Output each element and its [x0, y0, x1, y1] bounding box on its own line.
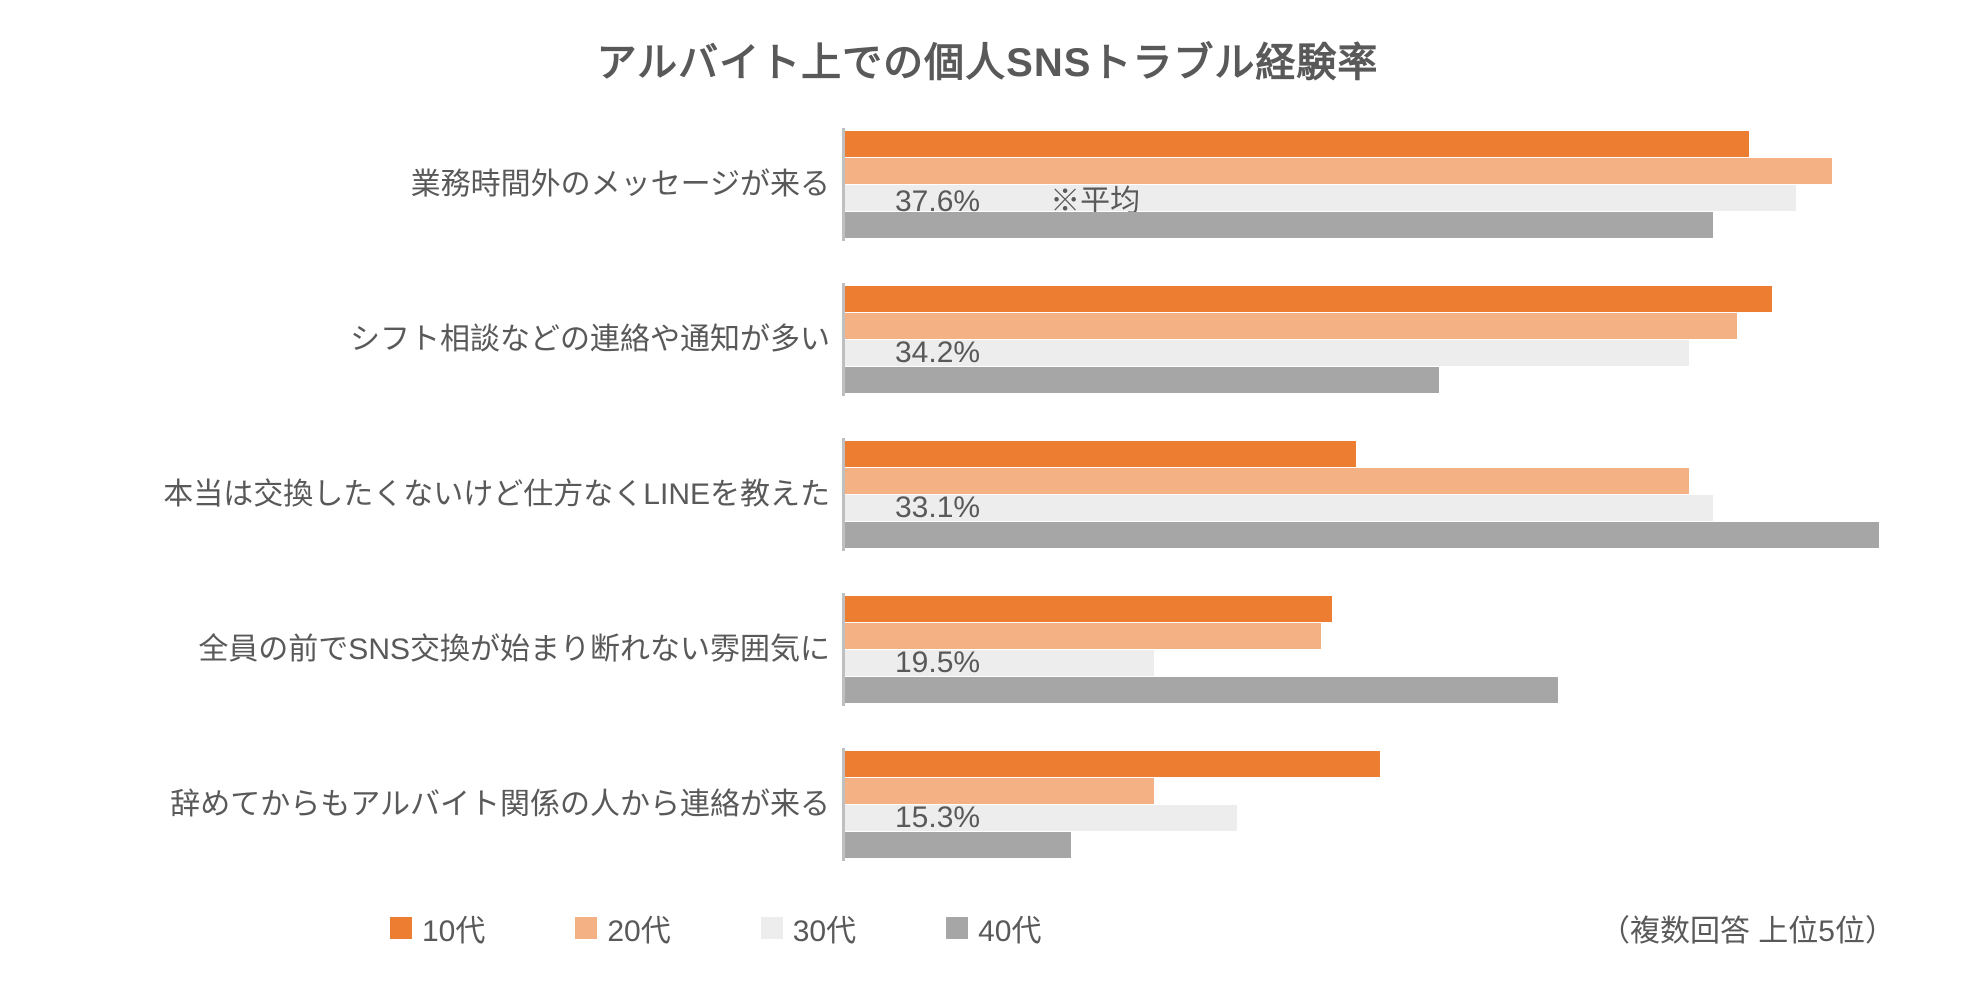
avg-percent: 15.3% — [895, 801, 980, 834]
chart-title: アルバイト上での個人SNSトラブル経験率 — [60, 30, 1915, 88]
category-label: 辞めてからもアルバイト関係の人から連絡が来る — [60, 784, 842, 826]
bar — [845, 832, 1071, 858]
legend-swatch — [390, 917, 412, 939]
bar-group: 業務時間外のメッセージが来る37.6%※平均 — [60, 128, 1915, 241]
bar-stack: 33.1% — [842, 438, 1915, 551]
avg-value-label: 19.5% — [895, 646, 980, 680]
bar — [845, 158, 1832, 184]
bar: 15.3% — [845, 805, 1237, 831]
chart-container: アルバイト上での個人SNSトラブル経験率 業務時間外のメッセージが来る37.6%… — [0, 0, 1975, 990]
bar-stack: 19.5% — [842, 593, 1915, 706]
category-label: 本当は交換したくないけど仕方なくLINEを教えた — [60, 474, 842, 516]
bar — [845, 468, 1689, 494]
bar — [845, 441, 1356, 467]
legend-label: 10代 — [422, 906, 485, 950]
bar-chart: 業務時間外のメッセージが来る37.6%※平均シフト相談などの連絡や通知が多い34… — [60, 128, 1915, 861]
footnote: （複数回答 上位5位） — [1600, 906, 1915, 950]
legend-label: 20代 — [607, 906, 670, 950]
legend-swatch — [575, 917, 597, 939]
bar-group: シフト相談などの連絡や通知が多い34.2% — [60, 283, 1915, 396]
legend-label: 40代 — [978, 906, 1041, 950]
bar: 34.2% — [845, 340, 1689, 366]
bar — [845, 623, 1321, 649]
avg-value-label: 33.1% — [895, 491, 980, 525]
bar-group: 本当は交換したくないけど仕方なくLINEを教えた33.1% — [60, 438, 1915, 551]
avg-value-label: 34.2% — [895, 336, 980, 370]
bar: 19.5% — [845, 650, 1154, 676]
bar — [845, 778, 1154, 804]
bar — [845, 522, 1879, 548]
legend-item: 30代 — [761, 906, 856, 950]
bar — [845, 286, 1772, 312]
bar: 37.6%※平均 — [845, 185, 1796, 211]
bar-group: 辞めてからもアルバイト関係の人から連絡が来る15.3% — [60, 748, 1915, 861]
category-label: シフト相談などの連絡や通知が多い — [60, 319, 842, 361]
bar: 33.1% — [845, 495, 1713, 521]
legend-swatch — [946, 917, 968, 939]
avg-percent: 34.2% — [895, 336, 980, 369]
bar — [845, 367, 1439, 393]
legend-item: 20代 — [575, 906, 670, 950]
bar — [845, 212, 1713, 238]
legend-label: 30代 — [793, 906, 856, 950]
legend: 10代 20代 30代 40代 — [390, 906, 1042, 950]
bar — [845, 131, 1749, 157]
category-label: 全員の前でSNS交換が始まり断れない雰囲気に — [60, 629, 842, 671]
bar — [845, 596, 1332, 622]
legend-item: 10代 — [390, 906, 485, 950]
bar-stack: 37.6%※平均 — [842, 128, 1915, 241]
legend-row: 10代 20代 30代 40代 （複数回答 上位5位） — [60, 906, 1915, 950]
bar — [845, 751, 1380, 777]
bar-stack: 34.2% — [842, 283, 1915, 396]
avg-percent: 19.5% — [895, 646, 980, 679]
avg-value-label: 15.3% — [895, 801, 980, 835]
bar — [845, 677, 1558, 703]
category-label: 業務時間外のメッセージが来る — [60, 164, 842, 206]
avg-percent: 33.1% — [895, 491, 980, 524]
legend-swatch — [761, 917, 783, 939]
bar-stack: 15.3% — [842, 748, 1915, 861]
bar — [845, 313, 1737, 339]
bar-group: 全員の前でSNS交換が始まり断れない雰囲気に19.5% — [60, 593, 1915, 706]
legend-item: 40代 — [946, 906, 1041, 950]
